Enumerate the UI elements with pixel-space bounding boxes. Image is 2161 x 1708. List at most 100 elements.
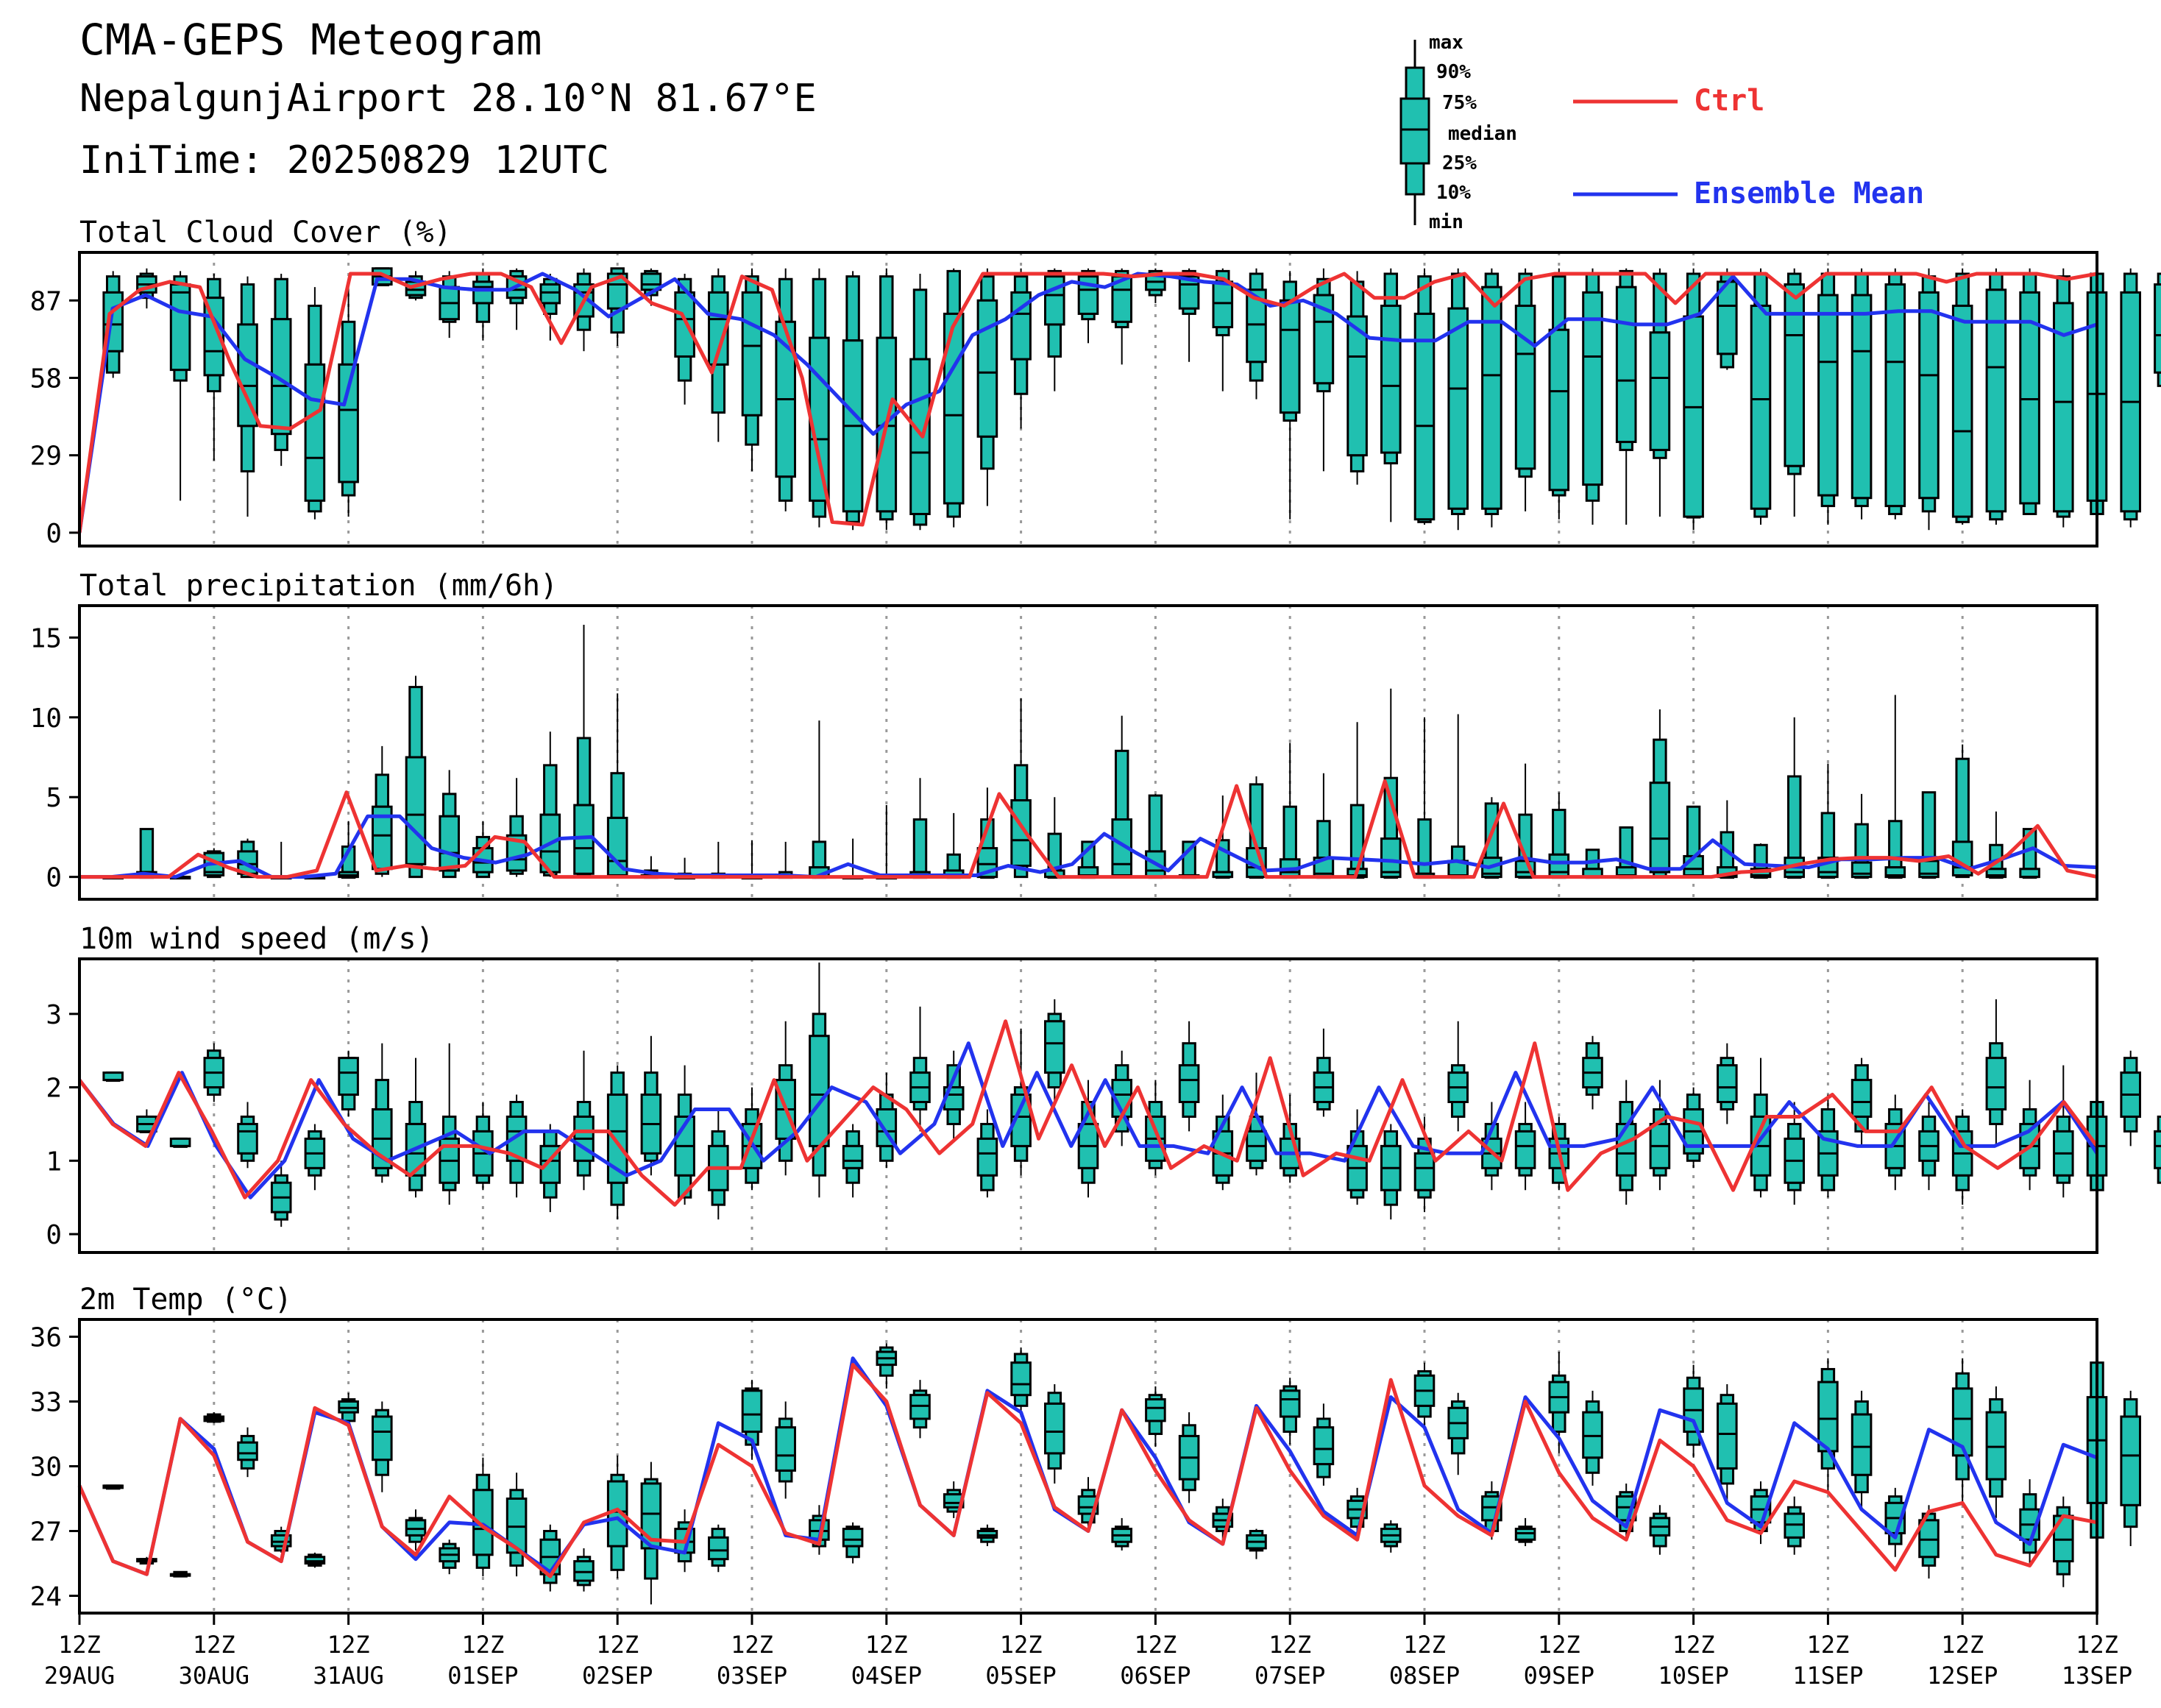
box-2 — [136, 828, 157, 879]
box-37 — [1313, 1028, 1335, 1117]
box-30 — [1077, 268, 1099, 344]
box-p10-p25 — [1921, 1159, 1937, 1177]
box-p75-p90 — [1989, 272, 2004, 291]
box-47 — [1649, 1505, 1671, 1555]
box-33 — [1178, 1021, 1200, 1132]
box-p75-p90 — [1786, 272, 1802, 286]
box-p75-p90 — [1383, 272, 1399, 308]
box-p10-p25 — [711, 363, 726, 414]
x-date-label: 09SEP — [1524, 1662, 1594, 1690]
box-p10-p25 — [1282, 411, 1297, 422]
panel-frame — [78, 251, 2098, 548]
legend-p75: 75% — [1442, 92, 1477, 114]
box-p75-p90 — [375, 773, 390, 808]
box-p10-p25 — [980, 435, 995, 470]
box-p75-p90 — [1316, 1417, 1331, 1429]
box-p75-p90 — [1316, 1057, 1331, 1074]
box-p75-p90 — [2123, 1398, 2138, 1418]
box-51 — [1784, 1102, 1805, 1205]
x-date-label: 05SEP — [985, 1662, 1056, 1690]
box-36 — [1279, 271, 1301, 520]
box-28 — [1010, 1347, 1032, 1417]
box-59 — [2053, 1496, 2074, 1587]
box-p10-p25 — [2123, 1503, 2138, 1528]
y-tick-label: 5 — [46, 783, 62, 813]
box-p75-p90 — [139, 828, 155, 874]
box-11 — [439, 1043, 460, 1205]
box-41 — [1447, 714, 1469, 879]
box-p75-p90 — [610, 1071, 625, 1096]
ctrl-line — [77, 1363, 2098, 1578]
box-p75-p90 — [1686, 805, 1701, 857]
box-45 — [1582, 1390, 1603, 1486]
box-21 — [775, 1401, 796, 1499]
x-time-label: 12Z — [1268, 1631, 1311, 1659]
box-p75-p90 — [1653, 738, 1667, 784]
box-56 — [1951, 1109, 1973, 1205]
box-21 — [775, 841, 796, 879]
box-58 — [2019, 268, 2040, 515]
box-2 — [136, 1556, 157, 1565]
x-time-label: 12Z — [1672, 1631, 1715, 1659]
box-p10-p25 — [2022, 502, 2037, 515]
box-p75-p90 — [1585, 1400, 1600, 1414]
box-p75-p90 — [912, 288, 928, 361]
box-p75-p90 — [1854, 1400, 1869, 1416]
box-iqr — [1380, 305, 1402, 454]
box-iqr — [539, 283, 561, 305]
legend-ctrl-label: Ctrl — [1694, 84, 1764, 118]
box-36 — [1279, 743, 1301, 879]
box-p10-p25 — [1989, 510, 2004, 521]
box-61 — [2120, 1050, 2141, 1147]
box-p10-p25 — [1888, 505, 1903, 515]
box-20 — [741, 1380, 763, 1460]
box-p75-p90 — [2157, 272, 2161, 286]
box-iqr — [2154, 1130, 2161, 1169]
box-53 — [1850, 1057, 1873, 1147]
box-29 — [1044, 1384, 1065, 1484]
box-21 — [775, 1021, 796, 1176]
box-24 — [876, 1343, 898, 1389]
box-iqr — [842, 1528, 864, 1548]
box-p10-p25 — [1383, 1188, 1399, 1206]
y-tick-label: 2 — [46, 1074, 62, 1104]
box-p10-p25 — [1216, 326, 1230, 336]
box-43 — [1514, 1102, 1536, 1191]
x-time-label: 12Z — [2076, 1631, 2118, 1659]
box-41 — [1447, 1021, 1469, 1132]
box-p10-p25 — [408, 1174, 423, 1191]
box-iqr — [439, 815, 460, 872]
ensemble-mean-line — [77, 272, 2098, 534]
box-iqr — [1717, 1064, 1738, 1104]
box-3 — [169, 271, 191, 501]
box-p75-p90 — [1955, 1372, 1970, 1390]
box-p10-p25 — [980, 1174, 995, 1191]
box-44 — [1548, 268, 1570, 520]
box-p10-p25 — [1081, 1166, 1096, 1184]
box-iqr — [1649, 782, 1671, 874]
box-p10-p25 — [879, 510, 894, 521]
box-iqr — [976, 299, 998, 438]
box-p75-p90 — [1854, 272, 1869, 297]
box-39 — [1380, 1124, 1402, 1220]
box-p10-p25 — [2056, 1560, 2071, 1576]
box-p75-p90 — [912, 1057, 928, 1074]
x-time-label: 12Z — [1000, 1631, 1043, 1659]
box-iqr — [2120, 1415, 2141, 1506]
box-p10-p25 — [1619, 441, 1633, 451]
box-49 — [1717, 1384, 1738, 1503]
box-p10-p25 — [1989, 1478, 2004, 1498]
box-p75-p90 — [711, 1130, 726, 1147]
x-time-label: 12Z — [462, 1631, 505, 1659]
box-iqr — [304, 363, 326, 502]
box-30 — [1077, 1080, 1099, 1198]
box-p10-p25 — [845, 1166, 860, 1184]
box-p75-p90 — [543, 1130, 558, 1147]
box-p10-p25 — [1013, 358, 1029, 395]
box-46 — [1615, 1080, 1637, 1205]
legend: max 90% 75% median 25% 10% min Ctrl Ense… — [1399, 32, 1924, 233]
box-11 — [439, 271, 460, 339]
box-15 — [573, 625, 595, 877]
box-iqr — [1313, 1426, 1335, 1466]
